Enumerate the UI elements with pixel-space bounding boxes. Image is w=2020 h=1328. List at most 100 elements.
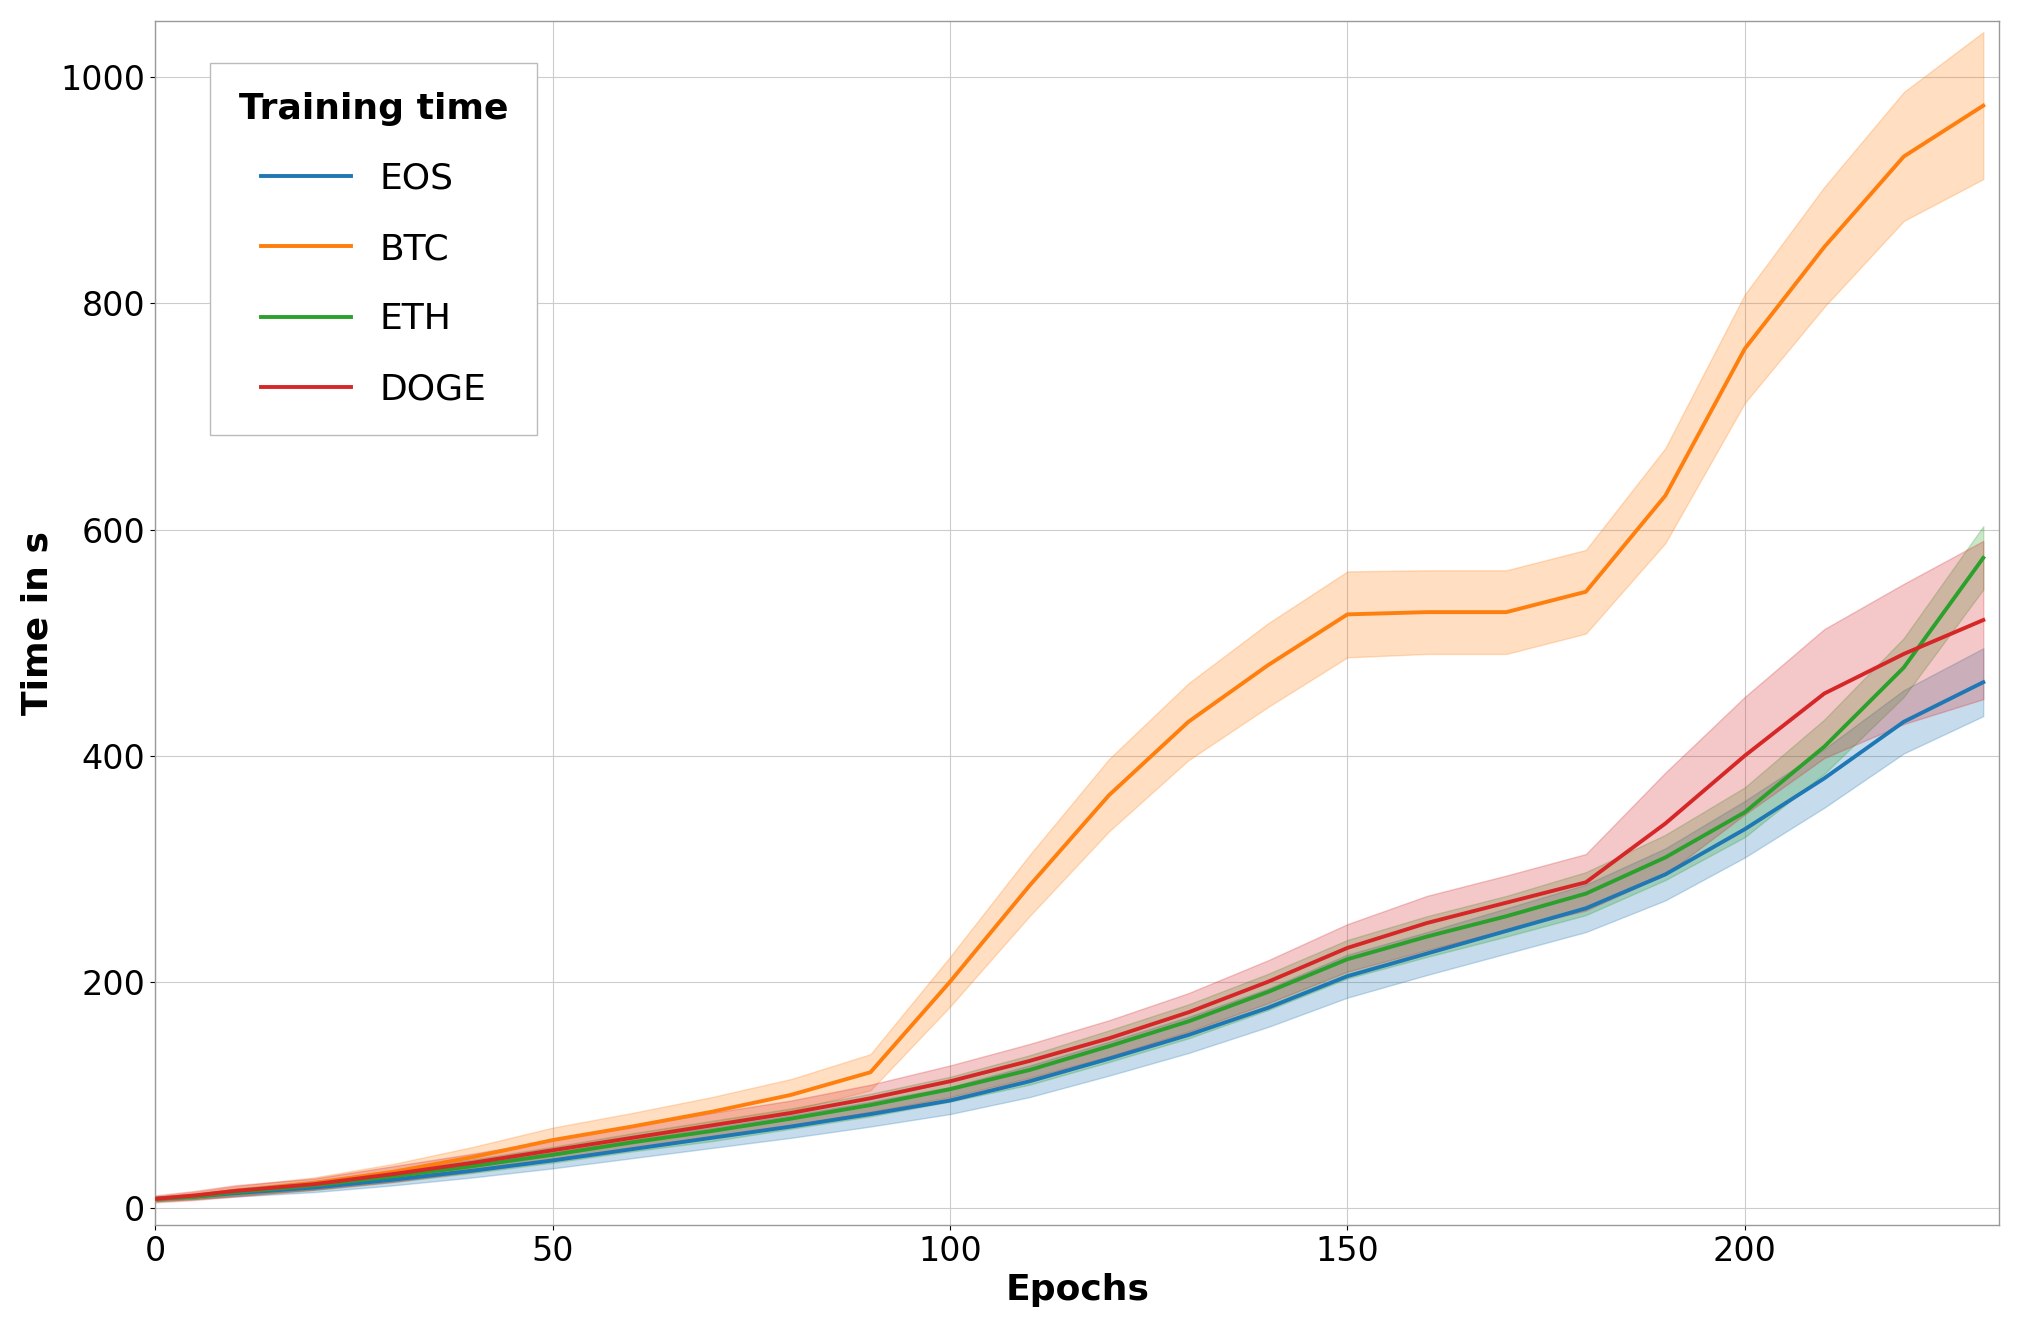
DOGE [1256,973,1281,989]
EOS [143,1191,168,1207]
ETH [1972,550,1996,566]
DOGE [1335,940,1359,956]
DOGE [937,1073,962,1089]
EOS [541,1153,566,1169]
BTC [222,1183,246,1199]
ETH [1097,1038,1121,1054]
BTC [1574,584,1598,600]
DOGE [1414,915,1438,931]
ETH [1891,660,1915,676]
BTC [1652,487,1677,503]
DOGE [143,1191,168,1207]
ETH [301,1178,325,1194]
DOGE [1495,895,1519,911]
ETH [1176,1013,1200,1029]
DOGE [1574,874,1598,890]
BTC [1097,788,1121,803]
EOS [620,1141,644,1157]
DOGE [1097,1031,1121,1046]
DOGE [382,1166,406,1182]
ETH [1414,928,1438,944]
Line: DOGE: DOGE [156,620,1984,1199]
DOGE [301,1177,325,1193]
ETH [541,1147,566,1163]
DOGE [541,1142,566,1158]
DOGE [182,1187,206,1203]
ETH [937,1081,962,1097]
ETH [1733,805,1757,821]
ETH [620,1134,644,1150]
EOS [1574,900,1598,916]
BTC [1891,149,1915,165]
Line: ETH: ETH [156,558,1984,1199]
ETH [461,1158,485,1174]
EOS [1097,1050,1121,1066]
ETH [1652,850,1677,866]
Y-axis label: Time in s: Time in s [20,531,55,714]
BTC [541,1133,566,1149]
EOS [461,1162,485,1178]
ETH [1335,951,1359,967]
BTC [1414,604,1438,620]
EOS [780,1118,804,1134]
BTC [1018,878,1042,894]
EOS [858,1106,883,1122]
ETH [699,1123,723,1139]
ETH [182,1189,206,1204]
BTC [143,1191,168,1207]
DOGE [461,1155,485,1171]
EOS [1495,923,1519,939]
ETH [1574,886,1598,902]
DOGE [699,1117,723,1133]
DOGE [1176,1004,1200,1020]
EOS [1176,1027,1200,1042]
BTC [1812,239,1836,255]
ETH [1812,738,1836,754]
EOS [1256,1000,1281,1016]
BTC [1176,714,1200,730]
ETH [1495,908,1519,924]
ETH [780,1110,804,1126]
DOGE [1812,685,1836,701]
EOS [1733,821,1757,837]
Line: BTC: BTC [156,106,1984,1199]
BTC [182,1187,206,1203]
ETH [382,1169,406,1185]
DOGE [858,1090,883,1106]
EOS [222,1186,246,1202]
BTC [620,1118,644,1134]
EOS [182,1189,206,1204]
EOS [1812,770,1836,786]
BTC [301,1175,325,1191]
DOGE [1733,748,1757,764]
BTC [1972,98,1996,114]
DOGE [620,1130,644,1146]
EOS [301,1179,325,1195]
EOS [1018,1073,1042,1089]
Line: EOS: EOS [156,683,1984,1199]
DOGE [222,1183,246,1199]
DOGE [1972,612,1996,628]
EOS [1972,675,1996,691]
ETH [1018,1062,1042,1078]
BTC [1495,604,1519,620]
DOGE [780,1105,804,1121]
EOS [382,1171,406,1187]
ETH [858,1097,883,1113]
BTC [937,973,962,989]
DOGE [1018,1053,1042,1069]
X-axis label: Epochs: Epochs [1006,1274,1149,1307]
BTC [858,1064,883,1080]
EOS [1652,866,1677,882]
EOS [699,1130,723,1146]
BTC [1256,657,1281,673]
BTC [780,1086,804,1102]
ETH [1256,984,1281,1000]
EOS [937,1093,962,1109]
EOS [1335,968,1359,984]
ETH [143,1191,168,1207]
BTC [1733,341,1757,357]
BTC [382,1163,406,1179]
ETH [222,1185,246,1201]
BTC [699,1104,723,1120]
